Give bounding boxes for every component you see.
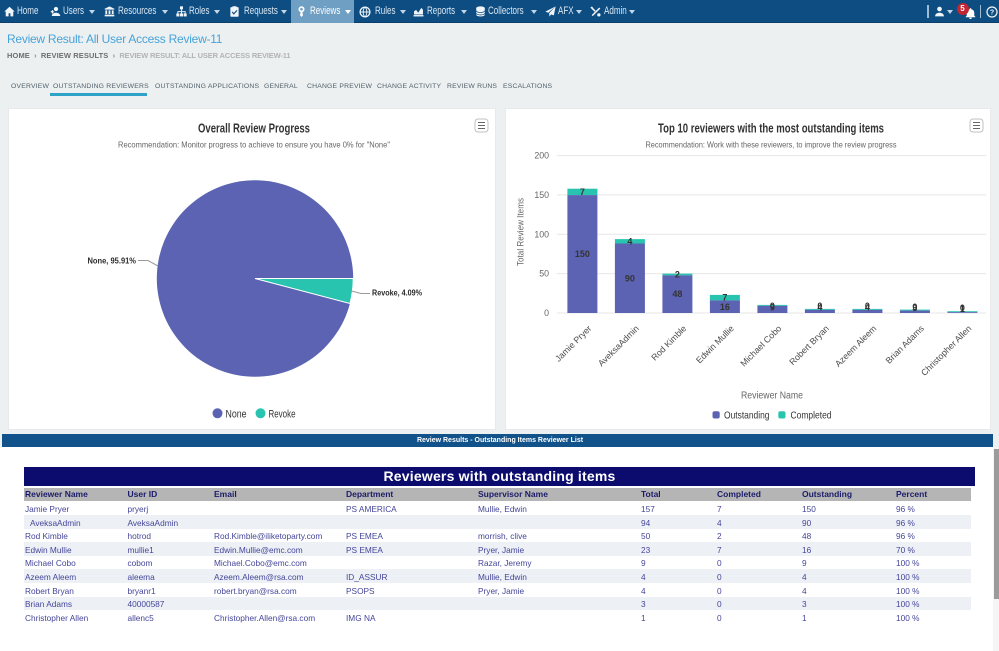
svg-text:7: 7 (580, 187, 585, 197)
svg-text:Revoke, 4.09%: Revoke, 4.09% (372, 288, 423, 298)
svg-text:0: 0 (770, 301, 775, 311)
svg-text:Recommendation: Monitor progre: Recommendation: Monitor progress to achi… (118, 140, 390, 150)
svg-text:0: 0 (960, 303, 965, 313)
svg-text:Completed: Completed (791, 410, 832, 422)
svg-text:Recommendation: Work with thes: Recommendation: Work with these reviewer… (646, 140, 897, 150)
svg-text:4: 4 (865, 302, 870, 312)
svg-text:Christopher Allen: Christopher Allen (919, 323, 974, 378)
svg-text:Reviewer Name: Reviewer Name (741, 391, 803, 402)
svg-text:200: 200 (534, 151, 549, 161)
svg-text:100: 100 (534, 229, 549, 239)
svg-text:2: 2 (675, 270, 680, 280)
svg-text:Michael Cobo: Michael Cobo (738, 323, 783, 368)
svg-text:Total Review Items: Total Review Items (516, 198, 526, 266)
svg-text:50: 50 (539, 269, 549, 279)
svg-text:0: 0 (865, 301, 870, 311)
svg-text:Top 10 reviewers with the most: Top 10 reviewers with the most outstandi… (658, 122, 884, 136)
svg-text:?: ? (989, 8, 993, 16)
svg-text:Brian Adams: Brian Adams (884, 323, 927, 366)
svg-text:3: 3 (912, 303, 917, 313)
svg-text:Overall Review Progress: Overall Review Progress (198, 122, 310, 136)
svg-text:1: 1 (960, 304, 965, 314)
svg-text:150: 150 (534, 190, 549, 200)
svg-text:Jamie Pryer: Jamie Pryer (553, 323, 593, 363)
svg-text:Outstanding: Outstanding (724, 410, 770, 422)
svg-text:0: 0 (817, 301, 822, 311)
svg-text:Revoke: Revoke (269, 408, 296, 420)
svg-text:7: 7 (722, 293, 727, 303)
svg-text:150: 150 (575, 249, 590, 259)
svg-text:48: 48 (672, 289, 682, 299)
svg-text:4: 4 (627, 236, 632, 246)
svg-text:0: 0 (544, 308, 549, 318)
svg-text:Rod Kimble: Rod Kimble (649, 323, 688, 362)
svg-text:4: 4 (817, 302, 822, 312)
svg-text:16: 16 (720, 302, 730, 312)
svg-text:Edwin Mullie: Edwin Mullie (694, 323, 736, 365)
svg-text:AveksaAdmin: AveksaAdmin (596, 323, 641, 368)
svg-text:0: 0 (912, 302, 917, 312)
svg-text:90: 90 (625, 273, 635, 283)
svg-text:None, 95.91%: None, 95.91% (88, 256, 137, 266)
svg-text:Robert Bryan: Robert Bryan (787, 323, 831, 367)
svg-text:None: None (226, 408, 247, 420)
svg-text:Azeem Aleem: Azeem Aleem (833, 323, 878, 368)
svg-text:9: 9 (770, 303, 775, 313)
